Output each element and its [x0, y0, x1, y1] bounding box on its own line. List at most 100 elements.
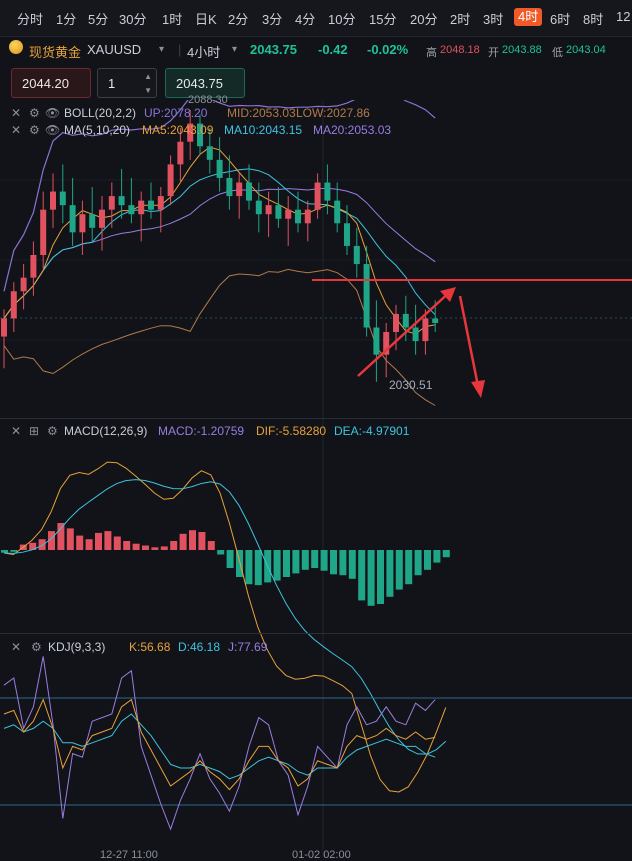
pane-divider — [0, 633, 632, 634]
period-dropdown-icon[interactable]: ▾ — [232, 44, 238, 55]
candle-body — [383, 332, 390, 355]
timeframe-tab[interactable]: 2分 — [228, 12, 249, 27]
settings-kdj-icon[interactable]: ⚙ — [31, 640, 42, 654]
j-value: J:77.69 — [228, 640, 268, 654]
high-mark-label: 2088.30 — [188, 94, 228, 106]
quantity-value: 1 — [108, 76, 116, 91]
timeframe-tab[interactable]: 日K — [195, 12, 217, 27]
close-macd-icon[interactable]: ✕ — [11, 424, 22, 438]
low-mark-label: 2030.51 — [389, 378, 433, 392]
timeframe-tab[interactable]: 4分 — [295, 12, 316, 27]
candle-body — [422, 318, 429, 342]
time-label: 01-02 02:00 — [292, 849, 351, 861]
candle-body — [373, 327, 380, 355]
period-label[interactable]: 4小时 — [187, 45, 221, 60]
settings-ma-icon[interactable]: ⚙ — [29, 123, 40, 137]
macd-bar — [236, 550, 243, 577]
timeframe-tab[interactable]: 10分 — [328, 12, 356, 27]
timeframe-tab[interactable]: 6时 — [550, 12, 571, 27]
candle-body — [50, 191, 56, 210]
macd-bar — [179, 533, 187, 550]
macd-bar — [245, 550, 253, 585]
close-boll-icon[interactable]: ✕ — [11, 106, 22, 120]
macd-bar — [66, 528, 74, 550]
candle-body — [314, 182, 321, 210]
candle-body — [30, 255, 37, 278]
macd-bar — [207, 541, 215, 550]
price-change: -0.42 — [318, 42, 348, 57]
ma20-value: MA20:2053.03 — [313, 123, 392, 137]
candle-body — [1, 318, 7, 337]
timeframe-tab[interactable]: 12 — [616, 9, 631, 24]
macd-bar — [189, 530, 196, 550]
macd-bar — [132, 543, 140, 550]
macd-bar — [433, 550, 441, 563]
macd-bar — [48, 531, 55, 550]
macd-bar — [217, 550, 225, 555]
candle-body — [197, 123, 203, 147]
timeframe-tab[interactable]: 1分 — [56, 12, 77, 27]
timeframe-tab[interactable]: 15分 — [369, 12, 397, 27]
low-value: 2043.04 — [566, 44, 606, 56]
macd-name: MACD(12,26,9) — [64, 424, 148, 438]
candle-body — [226, 177, 233, 197]
timeframe-tab[interactable]: 3分 — [262, 12, 283, 27]
settings-macd-icon[interactable]: ⚙ — [47, 424, 58, 438]
boll-lower-line — [3, 268, 436, 406]
divider: | — [178, 42, 182, 57]
dif-line — [3, 461, 447, 793]
chart-canvas[interactable] — [0, 100, 632, 857]
timeframe-tab[interactable]: 30分 — [119, 12, 147, 27]
macd-bar — [254, 550, 262, 586]
timeframe-tab[interactable]: 分时 — [17, 12, 44, 27]
symbol-dropdown-icon[interactable]: ▾ — [159, 44, 165, 55]
timeframe-tab[interactable]: 3时 — [483, 12, 504, 27]
down-arrow — [458, 295, 480, 387]
macd-bar — [1, 550, 8, 553]
visibility-ma-icon[interactable]: 👁 — [45, 123, 61, 137]
dea-value: DEA:-4.97901 — [334, 424, 410, 438]
macd-bar — [414, 550, 422, 576]
timeframe-tab[interactable]: 20分 — [410, 12, 438, 27]
macd-bar — [395, 550, 403, 590]
candle-body — [89, 214, 96, 228]
boll-upper-line — [3, 100, 436, 292]
visibility-boll-icon[interactable]: 👁 — [45, 106, 61, 120]
candle-body — [40, 209, 47, 255]
candle-body — [295, 209, 301, 224]
candle-body — [344, 223, 350, 246]
candle-body — [108, 196, 115, 210]
timeframe-tab[interactable]: 8时 — [583, 12, 604, 27]
candle-body — [324, 182, 331, 201]
decrease-icon[interactable]: ▼ — [144, 86, 152, 95]
timeframe-tab[interactable]: 1时 — [162, 12, 183, 27]
candle-body — [353, 245, 360, 265]
candle-body — [10, 291, 17, 319]
expand-macd-icon[interactable]: ⊞ — [29, 424, 40, 438]
macd-bar — [123, 541, 131, 550]
increase-icon[interactable]: ▲ — [144, 72, 152, 81]
candle-body — [69, 205, 76, 233]
macd-bar — [273, 550, 281, 581]
macd-bar — [151, 547, 159, 550]
kdj-j-line — [3, 656, 436, 831]
macd-bar — [85, 539, 93, 550]
buy-price-box[interactable]: 2043.75 — [165, 68, 245, 98]
timeframe-tab[interactable]: 5分 — [88, 12, 109, 27]
instrument-name[interactable]: 现货黄金 — [29, 45, 82, 60]
timeframe-tab[interactable]: 2时 — [450, 12, 471, 27]
settings-boll-icon[interactable]: ⚙ — [29, 106, 40, 120]
macd-bar — [386, 550, 394, 597]
ma5-value: MA5:2043.09 — [142, 123, 214, 137]
close-ma-icon[interactable]: ✕ — [11, 123, 22, 137]
macd-bar — [358, 550, 366, 601]
timeframe-tab[interactable]: 4时 — [514, 8, 543, 26]
kdj-name: KDJ(9,3,3) — [48, 640, 106, 654]
macd-value: MACD:-1.20759 — [158, 424, 245, 438]
close-kdj-icon[interactable]: ✕ — [11, 640, 22, 654]
macd-bar — [292, 550, 300, 574]
quantity-input[interactable]: 1 ▲ ▼ — [97, 68, 157, 98]
sell-price-box[interactable]: 2044.20 — [11, 68, 91, 98]
candle-body — [285, 209, 292, 219]
instrument-symbol[interactable]: XAUUSD — [87, 42, 142, 57]
